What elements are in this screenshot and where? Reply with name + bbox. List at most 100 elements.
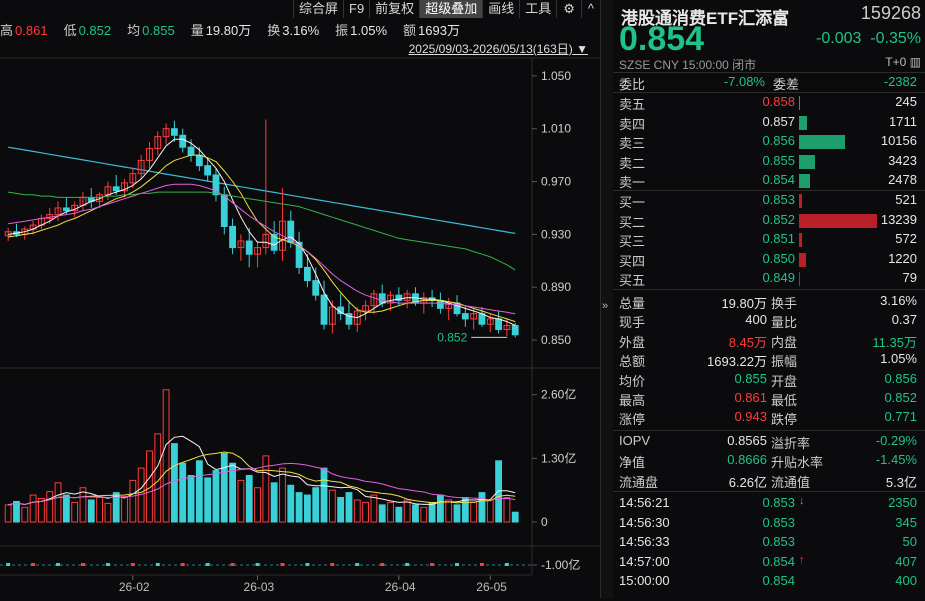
ma-line-cyan bbox=[8, 146, 516, 234]
candle-body bbox=[129, 173, 137, 184]
weibi-row: 委比 -7.08% 委差 -2382 bbox=[613, 73, 925, 92]
ask-volume: 1711 bbox=[889, 113, 917, 129]
macd-bar bbox=[380, 563, 385, 566]
volume-bar bbox=[21, 506, 29, 523]
volume-bar bbox=[195, 460, 203, 523]
stat-label: 跌停 bbox=[771, 412, 798, 428]
stat-row: 最高 0.861 最低 0.852 bbox=[613, 389, 925, 408]
tick-price: 0.853 bbox=[762, 514, 795, 530]
tick-price: 0.854 bbox=[762, 553, 795, 569]
weibi-label: 委比 bbox=[619, 77, 646, 92]
price-tick-label: 1.050 bbox=[541, 69, 571, 83]
divider bbox=[613, 72, 925, 73]
menu-item-adjust[interactable]: 前复权 bbox=[369, 0, 419, 18]
candle-body bbox=[162, 128, 170, 138]
fund-stat-value: -0.29% bbox=[875, 433, 917, 448]
volume-tick-label: 1.30亿 bbox=[541, 450, 576, 465]
stat-label: 内盘 bbox=[771, 334, 798, 350]
candle-body bbox=[395, 294, 403, 301]
x-tick-label: 26-05 bbox=[476, 580, 507, 594]
stat-value: 0.856 bbox=[884, 370, 917, 386]
ask-row[interactable]: 卖一 0.854 2478 bbox=[613, 171, 925, 190]
ask-row[interactable]: 卖五 0.858 245 bbox=[613, 93, 925, 112]
volume-bar bbox=[229, 462, 237, 523]
candle-body bbox=[328, 306, 336, 325]
stat-value: 0.861 bbox=[15, 23, 48, 38]
chart-area[interactable]: 综合屏 F9 前复权 超级叠加 画线 工具 ⚙ ^ 高 0.861 低 0.852 均 0… bbox=[0, 0, 600, 598]
candle-body bbox=[170, 128, 178, 136]
menu-item-tools[interactable]: 工具 bbox=[519, 0, 556, 18]
bid-depth-bar bbox=[799, 272, 800, 286]
macd-bar bbox=[155, 563, 160, 566]
chart-icon[interactable]: ▥ bbox=[909, 55, 921, 69]
bid-price: 0.852 bbox=[762, 211, 795, 227]
volume-bar bbox=[503, 497, 511, 523]
menu-item-overlay[interactable]: 超级叠加 bbox=[419, 0, 483, 18]
volume-bar bbox=[170, 443, 178, 523]
bid-row[interactable]: 买二 0.852 13239 bbox=[613, 211, 925, 230]
menu-item-f9[interactable]: F9 bbox=[343, 0, 369, 18]
volume-bar bbox=[29, 494, 37, 523]
fund-stat-label: 净值 bbox=[619, 455, 646, 471]
bid-row[interactable]: 买三 0.851 572 bbox=[613, 230, 925, 249]
ask-volume: 2478 bbox=[888, 172, 917, 187]
price-tick-label: 1.010 bbox=[541, 122, 571, 136]
bid-volume: 572 bbox=[895, 231, 917, 246]
volume-bar bbox=[478, 492, 486, 523]
panel-splitter[interactable]: » bbox=[600, 0, 614, 598]
change-value: -0.003 bbox=[816, 30, 862, 47]
price-tick-label: 0.890 bbox=[541, 280, 571, 294]
bid-row[interactable]: 买五 0.849 79 bbox=[613, 269, 925, 288]
volume-bar bbox=[470, 501, 478, 523]
volume-bar bbox=[420, 506, 428, 523]
bid-label: 买五 bbox=[619, 273, 646, 288]
fund-stat-value: 0.8666 bbox=[727, 452, 767, 468]
volume-bar bbox=[295, 492, 303, 523]
bid-depth-bar bbox=[799, 213, 877, 228]
volume-bar bbox=[486, 499, 494, 523]
volume-bar bbox=[254, 487, 261, 523]
price-chart[interactable]: 1.050 1.010 0.970 0.930 0.890 0.850 0.852 2.60亿… bbox=[0, 0, 600, 598]
stat-row: 均价 0.855 开盘 0.856 bbox=[613, 370, 925, 389]
volume-bar bbox=[204, 477, 212, 523]
stat-value: 3.16% bbox=[282, 23, 320, 38]
candle-body bbox=[270, 233, 278, 251]
stat-value: 1.05% bbox=[880, 351, 917, 367]
menu-item-overview[interactable]: 综合屏 bbox=[292, 0, 343, 18]
stat-5: 振 1.05% bbox=[335, 23, 395, 38]
stat-value: 0.37 bbox=[891, 312, 917, 328]
volume-bar bbox=[303, 494, 311, 523]
volume-bar bbox=[54, 482, 62, 523]
t0-label: T+0 bbox=[885, 55, 907, 69]
candle-body bbox=[486, 318, 494, 325]
candle-body bbox=[62, 207, 70, 212]
date-range[interactable]: 2025/09/03-2026/05/13(163日) ▼ bbox=[409, 40, 588, 57]
bid-label: 买二 bbox=[619, 214, 646, 230]
market-meta: SZSE CNY 15:00:00 闭市 bbox=[619, 58, 757, 72]
bid-row[interactable]: 买一 0.853 521 bbox=[613, 191, 925, 210]
quote-panel: 港股通消费ETF汇添富 159268 0.854 -0.003 -0.35% S… bbox=[613, 0, 925, 598]
ask-row[interactable]: 卖三 0.856 10156 bbox=[613, 132, 925, 151]
tick-time: 15:00:00 bbox=[619, 573, 670, 588]
volume-bar bbox=[279, 467, 286, 523]
fund-stat-value: 5.3亿 bbox=[885, 474, 917, 490]
ask-volume: 245 bbox=[895, 94, 917, 109]
menu-item-draw[interactable]: 画线 bbox=[482, 0, 519, 18]
ask-label: 卖一 bbox=[619, 175, 646, 190]
ask-row[interactable]: 卖二 0.855 3423 bbox=[613, 152, 925, 171]
ask-row[interactable]: 卖四 0.857 1711 bbox=[613, 113, 925, 132]
bid-row[interactable]: 买四 0.850 1220 bbox=[613, 250, 925, 269]
volume-bar bbox=[320, 467, 328, 523]
ask-label: 卖三 bbox=[619, 136, 646, 151]
tick-time: 14:56:21 bbox=[619, 495, 670, 510]
fund-stat-row: 净值 0.8666 升贴水率 -1.45% bbox=[613, 451, 925, 470]
candle-body bbox=[478, 313, 486, 325]
volume-ma20 bbox=[8, 462, 516, 506]
stat-value: 1.05% bbox=[350, 23, 388, 38]
chevron-up-icon[interactable]: ^ bbox=[580, 0, 600, 18]
stat-label: 总量 bbox=[619, 296, 646, 311]
ask-label: 卖二 bbox=[619, 155, 646, 171]
volume-bar bbox=[212, 470, 220, 523]
gear-icon[interactable]: ⚙ bbox=[556, 0, 581, 18]
volume-bar bbox=[378, 504, 386, 523]
